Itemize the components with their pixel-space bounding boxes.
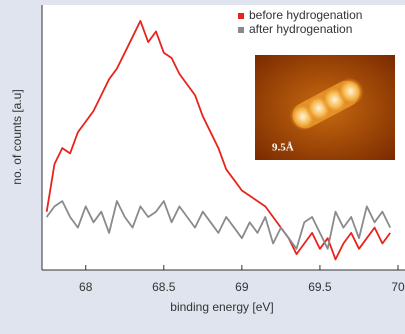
x-axis-label: binding energy [eV]: [170, 300, 273, 314]
page: no. of counts [a.u] binding energy [eV] …: [0, 0, 405, 334]
inset-label: 9.5Å: [272, 142, 294, 154]
x-tick-label: 70: [391, 280, 405, 294]
x-tick-label: 69.5: [308, 280, 332, 294]
legend-label: after hydrogenation: [249, 22, 352, 36]
x-tick-label: 69: [235, 280, 249, 294]
legend-swatch: [238, 13, 244, 19]
y-axis-label: no. of counts [a.u]: [10, 89, 24, 184]
legend-swatch: [238, 27, 244, 33]
x-tick-label: 68: [79, 280, 93, 294]
inset-image: 9.5Å: [255, 55, 395, 160]
x-tick-label: 68.5: [152, 280, 176, 294]
legend-label: before hydrogenation: [249, 8, 362, 22]
chart: no. of counts [a.u] binding energy [eV] …: [0, 0, 405, 334]
